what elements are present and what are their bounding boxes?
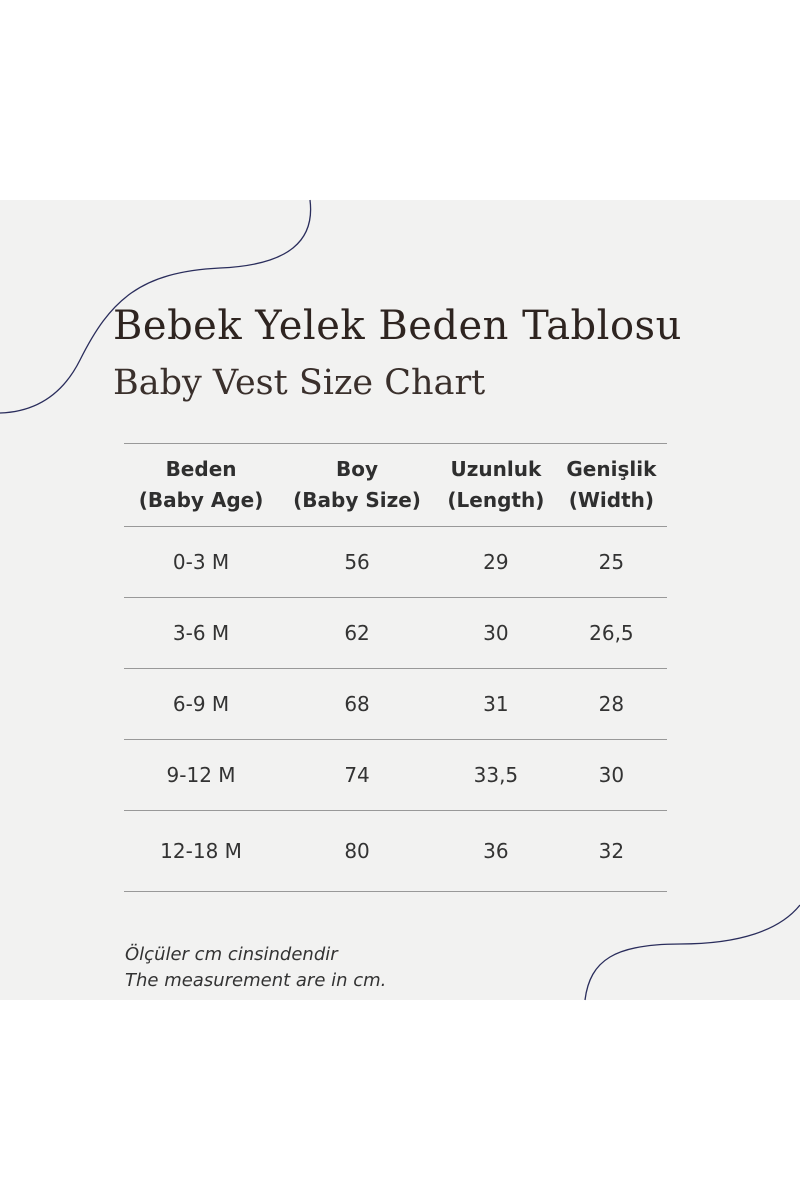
size-table: Beden (Baby Age) Boy (Baby Size) Uzunluk (Len… <box>124 443 667 892</box>
column-header: Beden (Baby Age) <box>124 443 279 527</box>
header-line: (Width) <box>568 488 655 512</box>
table-cell: 32 <box>555 810 667 892</box>
table-row: 9-12 M 74 33,5 30 <box>124 739 667 811</box>
table-cell: 74 <box>278 739 436 811</box>
table-cell: 29 <box>436 526 556 598</box>
table-cell: 80 <box>278 810 436 892</box>
header-line: Uzunluk <box>450 457 542 481</box>
column-header: Genişlik (Width) <box>555 443 667 527</box>
table-cell: 36 <box>436 810 556 892</box>
table-cell: 62 <box>278 597 436 669</box>
table-cell: 6-9 M <box>124 668 279 740</box>
table-cell: 12-18 M <box>124 810 279 892</box>
table-row: 6-9 M 68 31 28 <box>124 668 667 740</box>
table-cell: 33,5 <box>436 739 556 811</box>
header-line: Boy <box>336 457 379 481</box>
header-line: (Baby Size) <box>293 488 421 512</box>
table-row: 0-3 M 56 29 25 <box>124 526 667 598</box>
table-cell: 31 <box>436 668 556 740</box>
table-cell: 30 <box>555 739 667 811</box>
page-title: Bebek Yelek Beden Tablosu <box>113 303 682 349</box>
table-cell: 30 <box>436 597 556 669</box>
column-header: Uzunluk (Length) <box>436 443 556 527</box>
table-row: 3-6 M 62 30 26,5 <box>124 597 667 669</box>
table-cell: 25 <box>555 526 667 598</box>
table-cell: 0-3 M <box>124 526 279 598</box>
header-line: (Length) <box>447 488 545 512</box>
header-row: Beden (Baby Age) Boy (Baby Size) Uzunluk (Len… <box>124 443 667 527</box>
page-subtitle: Baby Vest Size Chart <box>113 363 486 403</box>
table-cell: 9-12 M <box>124 739 279 811</box>
header-line: (Baby Age) <box>138 488 264 512</box>
table-cell: 56 <box>278 526 436 598</box>
table-cell: 26,5 <box>555 597 667 669</box>
table-cell: 3-6 M <box>124 597 279 669</box>
table-body: 0-3 M 56 29 25 3-6 M 62 30 26,5 6-9 M 68 31 28 9-12 … <box>124 526 667 892</box>
table-cell: 68 <box>278 668 436 740</box>
table-cell: 28 <box>555 668 667 740</box>
note-en: The measurement are in cm. <box>125 970 387 991</box>
column-header: Boy (Baby Size) <box>278 443 436 527</box>
note-tr: Ölçüler cm cinsindendir <box>125 944 338 965</box>
header-line: Genişlik <box>566 457 657 481</box>
table-row: 12-18 M 80 36 32 <box>124 810 667 892</box>
bottom-right-curve <box>584 904 800 1001</box>
header-line: Beden <box>165 457 237 481</box>
top-left-curve <box>0 199 312 414</box>
